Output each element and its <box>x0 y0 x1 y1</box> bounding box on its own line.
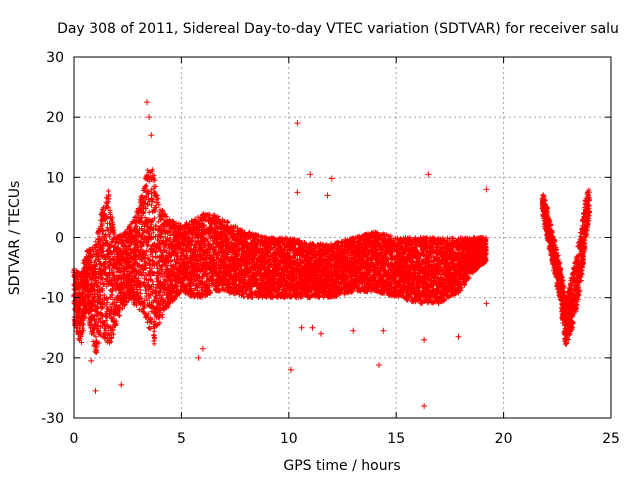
outlier-point <box>294 189 301 196</box>
outlier-point <box>88 357 95 364</box>
outlier-point <box>309 324 316 331</box>
y-tick-label: 30 <box>46 50 64 66</box>
x-tick-label: 0 <box>70 431 79 447</box>
data-points <box>70 99 593 409</box>
y-tick-label: -30 <box>41 411 64 427</box>
x-tick-label: 20 <box>495 431 513 447</box>
outlier-point <box>287 366 294 373</box>
outlier-point <box>146 114 153 121</box>
ticks: 0 5 10 15 20 25 -30 -20 -10 0 10 20 30 <box>41 50 620 447</box>
outlier-point <box>455 333 462 340</box>
outlier-point <box>380 327 387 334</box>
outlier-point <box>318 330 325 337</box>
outlier-point <box>148 132 155 139</box>
outlier-point <box>421 402 428 409</box>
outlier-point <box>328 175 335 182</box>
outlier-point <box>376 362 383 369</box>
chart-title: Day 308 of 2011, Sidereal Day-to-day VTE… <box>57 21 619 37</box>
outlier-point <box>307 171 314 178</box>
grid <box>74 57 611 418</box>
x-axis-label: GPS time / hours <box>283 458 400 474</box>
outlier-point <box>421 336 428 343</box>
outlier-point <box>92 387 99 394</box>
y-tick-label: 20 <box>46 110 64 126</box>
y-tick-label: -20 <box>41 351 64 367</box>
outlier-point <box>483 186 490 193</box>
y-tick-label: -10 <box>41 291 64 307</box>
x-tick-label: 10 <box>280 431 298 447</box>
outlier-point <box>350 327 357 334</box>
outlier-point <box>324 192 331 199</box>
x-tick-label: 5 <box>177 431 186 447</box>
outlier-point <box>294 120 301 127</box>
outlier-point <box>118 381 125 388</box>
x-tick-label: 25 <box>602 431 620 447</box>
y-tick-label: 0 <box>55 231 64 247</box>
outlier-point <box>144 99 151 106</box>
outlier-point <box>298 324 305 331</box>
outlier-point <box>199 345 206 352</box>
outlier-point <box>425 171 432 178</box>
y-axis-label: SDTVAR / TECUs <box>7 181 23 296</box>
outlier-point <box>483 300 490 307</box>
outlier-point <box>195 354 202 361</box>
y-tick-label: 10 <box>46 170 64 186</box>
x-tick-label: 15 <box>387 431 405 447</box>
